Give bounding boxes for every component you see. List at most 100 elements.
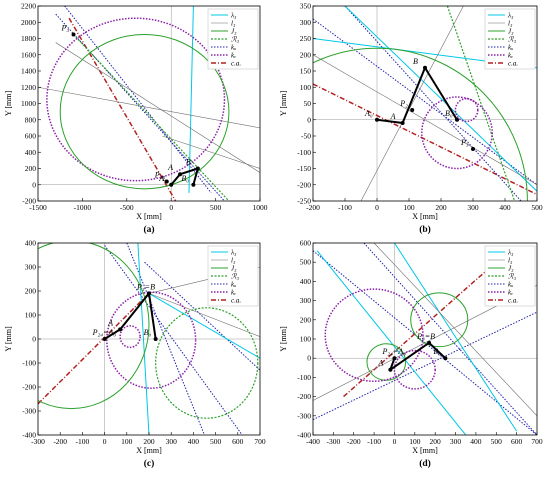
kv-circle — [46, 17, 226, 182]
x-tick-label: -100 — [338, 203, 352, 212]
y-tick-label: 400 — [300, 277, 312, 286]
y-tick-label: 0 — [307, 115, 311, 124]
joint-point — [164, 179, 169, 184]
y-tick-label: 200 — [300, 315, 312, 324]
legend-label-J3: J₃ — [231, 265, 237, 273]
joint-point — [392, 356, 397, 361]
mechanism-link — [376, 118, 403, 124]
y-tick-label: -100 — [297, 373, 311, 382]
x-tick-label: -100 — [76, 437, 90, 446]
legend-label-kv: kᵥ — [231, 289, 236, 297]
joint-label: A — [377, 359, 383, 368]
y-tick-label: -300 — [22, 407, 36, 416]
x-tick-label: 300 — [166, 437, 178, 446]
R3-circle — [155, 307, 259, 419]
x-tick-label: 600 — [232, 437, 244, 446]
l3-line — [360, 6, 464, 201]
lambda3-line — [394, 243, 518, 432]
y-tick-label: -300 — [297, 411, 311, 420]
lambda3-line — [148, 292, 260, 359]
l3-line — [313, 54, 537, 186]
x-tick-label: 400 — [499, 203, 511, 212]
lambda3-line — [344, 6, 537, 192]
J3-circle — [59, 33, 230, 190]
x-tick-label: 100 — [409, 437, 421, 446]
plot-area — [38, 243, 260, 435]
joint-label: P₂₄=A₀ — [381, 347, 406, 356]
kv-circle — [106, 291, 197, 389]
joint-label: B₀ — [144, 328, 152, 337]
legend-label-ca: c.a. — [231, 60, 241, 68]
J3-circle — [410, 292, 469, 348]
x-tick-label: 500 — [491, 437, 503, 446]
joint-label: P₃=B — [416, 332, 435, 341]
ca-line — [38, 290, 152, 405]
mechanism-link — [389, 357, 396, 371]
plot-area — [313, 243, 537, 435]
x-tick-label: -200 — [347, 437, 361, 446]
panel-d: P₃=B P₂₄=A₀ A B₀ -400 -300 -200 -100 0 100 200 300 4… — [279, 239, 543, 470]
y-tick-label: 2200 — [21, 2, 36, 11]
x-tick-label: -300 — [31, 437, 45, 446]
ca-line — [343, 257, 501, 398]
legend-label-ku: kᵤ — [231, 44, 236, 52]
J3-circle — [38, 243, 150, 410]
x-axis-label: X [mm] — [136, 446, 162, 455]
y-tick-label: -200 — [297, 392, 311, 401]
legend-label-lambda3: λ₃ — [230, 12, 237, 20]
y-tick-label: -400 — [22, 431, 36, 440]
lambda3-line — [188, 6, 194, 193]
joint-point — [147, 291, 151, 296]
x-tick-label: 0 — [375, 203, 379, 212]
ku-line — [104, 245, 243, 435]
y-tick-label: 1600 — [21, 50, 36, 59]
x-tick-label: -300 — [326, 437, 340, 446]
mechanism-link — [428, 342, 447, 359]
legend-label-ca: c.a. — [508, 60, 518, 68]
R3-line — [73, 34, 230, 201]
mechanism-link — [424, 67, 458, 121]
panel-caption: (c) — [144, 458, 155, 469]
y-tick-label: -400 — [297, 431, 311, 440]
x-tick-label: 300 — [450, 437, 462, 446]
joint-point — [178, 172, 183, 177]
lambda3-line — [316, 250, 467, 435]
joint-label: B₀ — [433, 347, 441, 356]
mechanism-link — [119, 292, 150, 331]
x-axis-label: X [mm] — [412, 212, 438, 221]
x-axis-label: X [mm] — [136, 212, 162, 221]
legend-label-kv: kᵥ — [508, 289, 513, 297]
ku-line — [313, 311, 537, 421]
joint-label: A₀ — [158, 174, 167, 183]
y-tick-label: -200 — [22, 383, 36, 392]
y-tick-label: 2000 — [21, 18, 36, 27]
l3-line — [373, 243, 537, 417]
legend-label-lambda3: λ₃ — [230, 249, 237, 257]
joint-point — [191, 182, 196, 187]
R3-line — [446, 6, 516, 201]
joint-point — [153, 337, 158, 341]
y-tick-label: 100 — [25, 311, 37, 320]
panel-caption: (d) — [419, 458, 431, 469]
y-tick-label: 0 — [32, 180, 36, 189]
x-tick-label: -400 — [306, 437, 320, 446]
kv-circle — [324, 288, 424, 382]
lambda3-line — [137, 243, 150, 435]
y-tick-label: 100 — [300, 83, 312, 92]
x-tick-label: 500 — [531, 203, 543, 212]
joint-label: A₀ — [364, 109, 373, 118]
legend-label-l3: l₃ — [231, 20, 236, 28]
x-tick-label: 500 — [210, 203, 222, 212]
joint-point — [427, 340, 432, 345]
x-tick-label: 400 — [470, 437, 482, 446]
joint-point — [388, 367, 393, 372]
ku-line — [64, 6, 212, 194]
plot-area — [38, 6, 260, 201]
joint-label: P₂₄ — [399, 99, 411, 108]
x-tick-label: 300 — [467, 203, 479, 212]
l3-line — [148, 293, 260, 337]
joint-label: P₂₄ — [154, 171, 166, 180]
y-tick-label: 600 — [25, 132, 37, 141]
